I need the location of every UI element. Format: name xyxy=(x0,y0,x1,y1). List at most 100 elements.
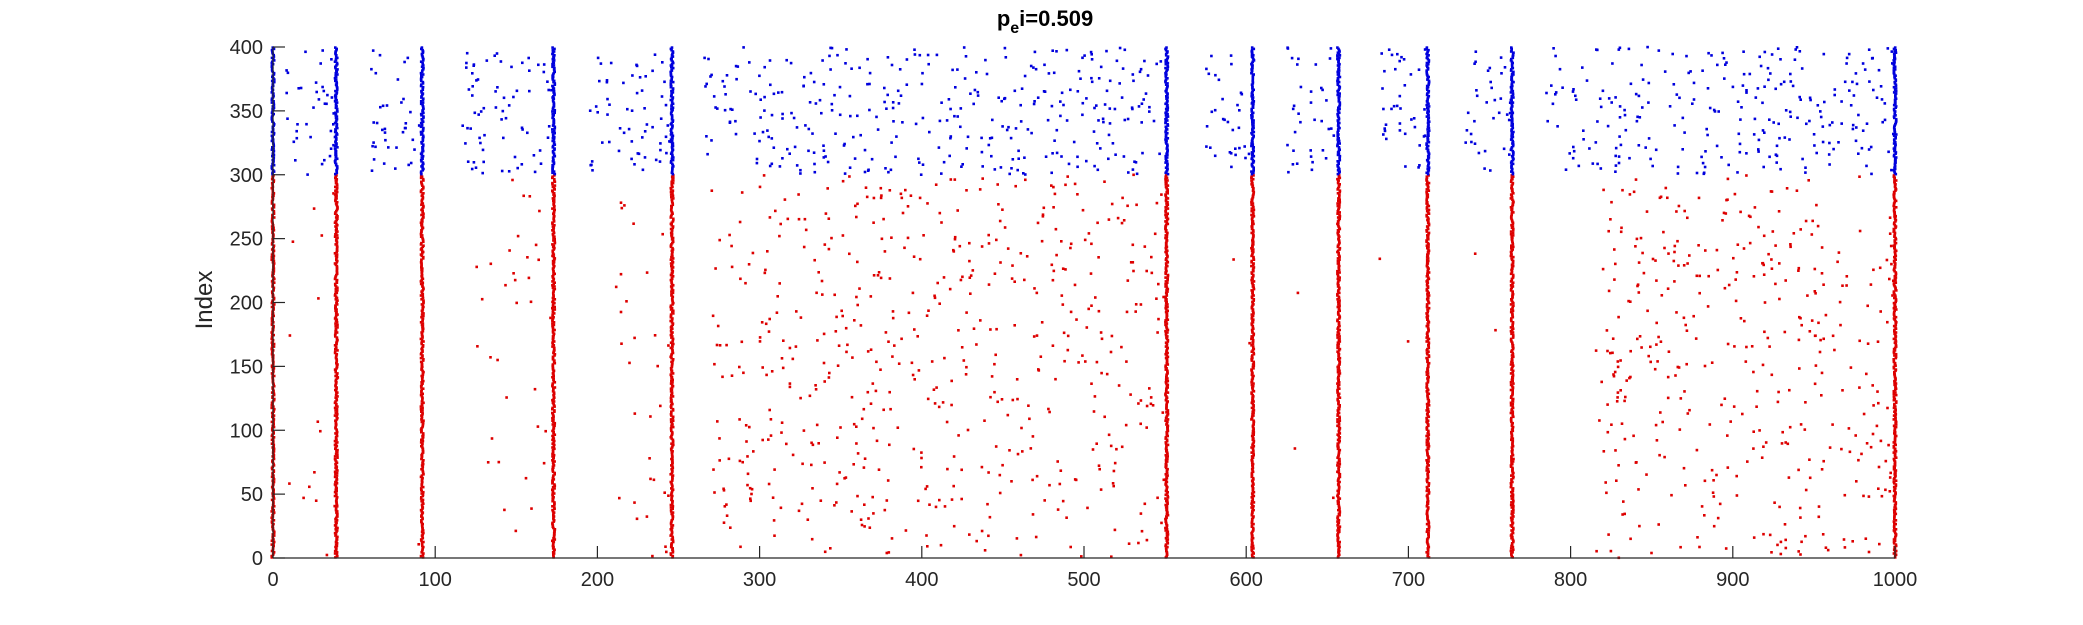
excitatory-spike xyxy=(851,356,854,359)
excitatory-spike xyxy=(863,503,866,506)
excitatory-spike-burst xyxy=(1892,268,1896,272)
excitatory-spike xyxy=(1124,423,1128,427)
excitatory-spike xyxy=(1864,537,1868,540)
excitatory-spike-burst xyxy=(272,229,276,232)
excitatory-spike xyxy=(829,547,832,550)
excitatory-spike xyxy=(877,271,881,274)
excitatory-spike xyxy=(1752,275,1756,278)
excitatory-spike xyxy=(913,378,916,381)
excitatory-spike xyxy=(1598,419,1601,422)
excitatory-spike-burst xyxy=(1250,213,1253,217)
excitatory-spike-burst xyxy=(1252,444,1256,448)
excitatory-spike xyxy=(1685,362,1688,366)
excitatory-spike xyxy=(950,379,953,383)
excitatory-spike xyxy=(758,185,762,189)
excitatory-spike xyxy=(1100,371,1103,375)
excitatory-spike xyxy=(763,271,767,275)
excitatory-spike xyxy=(1768,533,1772,537)
excitatory-spike xyxy=(1619,230,1623,234)
excitatory-spike xyxy=(1858,229,1862,233)
excitatory-spike xyxy=(1726,198,1729,201)
excitatory-spike-burst xyxy=(1511,333,1515,337)
excitatory-spike-burst xyxy=(1336,526,1340,530)
excitatory-spike-burst xyxy=(671,407,675,411)
excitatory-spike xyxy=(1666,396,1670,400)
excitatory-spike-burst xyxy=(1511,327,1515,330)
excitatory-spike-burst xyxy=(1511,291,1514,295)
excitatory-spike-burst xyxy=(1164,280,1168,283)
excitatory-spike xyxy=(1821,533,1825,536)
excitatory-spike-burst xyxy=(1164,536,1168,540)
excitatory-spike xyxy=(885,551,889,555)
excitatory-spike-burst xyxy=(272,345,276,348)
inhibitory-spike-burst xyxy=(419,158,423,162)
excitatory-spike-burst xyxy=(1892,520,1896,523)
excitatory-spike-burst xyxy=(333,235,337,238)
excitatory-spike xyxy=(1003,226,1007,229)
excitatory-spike xyxy=(817,442,820,445)
excitatory-spike-burst xyxy=(1893,510,1897,513)
excitatory-spike-burst xyxy=(420,266,423,269)
inhibitory-spike-burst xyxy=(334,89,337,93)
excitatory-spike xyxy=(1653,367,1657,371)
excitatory-spike xyxy=(1092,410,1096,413)
excitatory-spike xyxy=(651,554,654,558)
excitatory-spike xyxy=(308,485,311,489)
inhibitory-spike-burst xyxy=(671,106,675,109)
excitatory-spike-burst xyxy=(671,535,674,539)
excitatory-spike xyxy=(748,425,751,429)
excitatory-spike xyxy=(965,189,968,192)
excitatory-spike xyxy=(1677,204,1681,208)
excitatory-spike-burst xyxy=(671,372,675,375)
excitatory-spike xyxy=(1069,242,1073,246)
excitatory-spike-burst xyxy=(335,331,339,334)
excitatory-spike-burst xyxy=(1252,515,1255,518)
excitatory-spike xyxy=(1781,430,1784,434)
excitatory-spike-burst xyxy=(671,474,675,477)
excitatory-spike xyxy=(320,234,324,237)
excitatory-spike-burst xyxy=(1338,545,1341,549)
excitatory-spike-burst xyxy=(1337,289,1340,292)
excitatory-spike xyxy=(1703,514,1706,517)
excitatory-spike-burst xyxy=(1165,487,1169,490)
excitatory-spike xyxy=(652,478,656,482)
excitatory-spike-burst xyxy=(1336,420,1339,424)
excitatory-spike xyxy=(761,366,764,369)
excitatory-spike xyxy=(933,402,937,405)
excitatory-spike xyxy=(839,426,842,429)
excitatory-spike-burst xyxy=(1510,332,1513,336)
inhibitory-spike-burst xyxy=(669,82,673,85)
excitatory-spike xyxy=(1811,219,1814,223)
excitatory-spike xyxy=(869,402,873,405)
excitatory-spike xyxy=(1879,310,1882,313)
excitatory-spike-burst xyxy=(420,496,423,499)
excitatory-spike xyxy=(950,403,953,407)
excitatory-spike xyxy=(1674,374,1677,377)
excitatory-spike xyxy=(1655,439,1659,442)
excitatory-spike-burst xyxy=(421,326,424,329)
excitatory-spike xyxy=(785,442,788,446)
excitatory-spike xyxy=(860,523,864,527)
excitatory-spike-burst xyxy=(1252,374,1255,378)
excitatory-spike-burst xyxy=(671,419,675,422)
excitatory-spike xyxy=(1784,546,1788,550)
excitatory-spike xyxy=(1637,488,1640,491)
inhibitory-spike-burst xyxy=(552,123,555,126)
excitatory-spike xyxy=(1869,445,1873,449)
excitatory-spike xyxy=(1813,334,1817,338)
excitatory-spike xyxy=(1087,307,1090,311)
excitatory-spike xyxy=(909,194,913,197)
excitatory-spike xyxy=(817,271,820,274)
excitatory-spike xyxy=(1113,528,1117,532)
excitatory-spike-burst xyxy=(1166,379,1170,383)
excitatory-spike-burst xyxy=(553,208,556,212)
excitatory-spike-burst xyxy=(1511,496,1515,499)
excitatory-spike-burst xyxy=(1338,213,1341,217)
excitatory-spike xyxy=(797,217,801,221)
inhibitory-spike-burst xyxy=(420,123,424,126)
excitatory-spike-burst xyxy=(671,303,674,306)
excitatory-spike-burst xyxy=(671,300,674,304)
excitatory-spike xyxy=(1676,365,1680,369)
excitatory-spike-burst xyxy=(334,464,338,467)
excitatory-spike xyxy=(1724,547,1728,550)
